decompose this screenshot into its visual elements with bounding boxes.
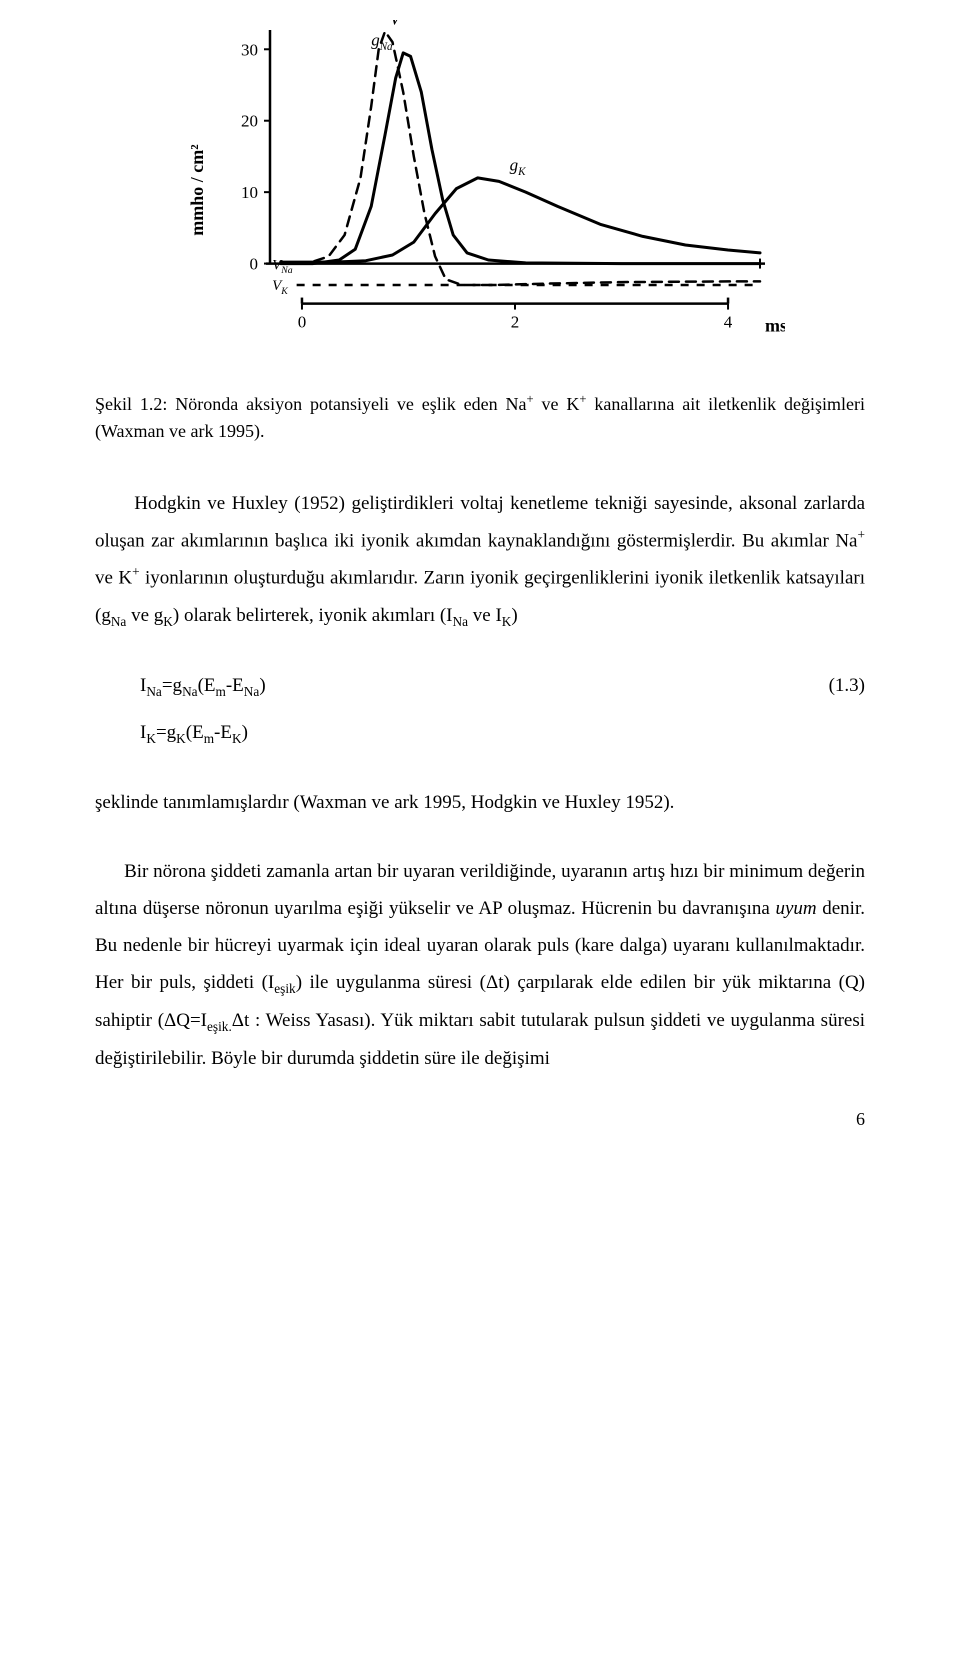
paragraph-2: şeklinde tanımlamışlardır (Waxman ve ark… xyxy=(95,784,865,821)
svg-text:ms: ms xyxy=(765,316,785,336)
p1-t5: ) olarak belirterek, iyonik akımları (I xyxy=(173,605,453,626)
eq2-esub: K xyxy=(232,731,242,746)
eq2-open: (E xyxy=(186,722,204,743)
equation-1: INa=gNa(Em-ENa) (1.3) xyxy=(95,667,865,705)
svg-text:0: 0 xyxy=(250,255,259,274)
p1-t2: ve K xyxy=(95,568,132,589)
conductance-chart: 0 10 20 30 mmho / cm² 0 2 4 ms VgNa gK VNa VK xyxy=(175,20,785,360)
svg-text:0: 0 xyxy=(298,313,307,332)
svg-text:20: 20 xyxy=(241,112,258,131)
svg-text:2: 2 xyxy=(511,313,520,332)
eq2-expr: IK=gK(Em-EK) xyxy=(140,714,248,752)
eq2-Isub: K xyxy=(146,731,156,746)
p1-t1: Hodgkin ve Huxley (1952) geliştirdikleri… xyxy=(95,493,865,551)
sub-k: K xyxy=(502,614,512,629)
sub-esik: eşik xyxy=(207,1019,228,1034)
p3-italic: uyum xyxy=(775,898,816,919)
eq1-esub: Na xyxy=(244,683,260,698)
caption-prefix: Şekil 1.2: xyxy=(95,394,167,414)
svg-text:VNa: VNa xyxy=(272,257,293,276)
sup-plus: + xyxy=(527,392,534,406)
eq1-expr: INa=gNa(Em-ENa) xyxy=(140,667,266,705)
svg-text:4: 4 xyxy=(724,313,733,332)
svg-text:VK: VK xyxy=(272,278,288,297)
eq2-gsub: K xyxy=(176,731,186,746)
eq1-minus: -E xyxy=(226,675,244,696)
figure-caption: Şekil 1.2: Nöronda aksiyon potansiyeli v… xyxy=(95,390,865,445)
sup-plus: + xyxy=(579,392,586,406)
sub-k: K xyxy=(163,614,173,629)
svg-text:gNa: gNa xyxy=(371,31,393,53)
p1-t7: ) xyxy=(511,605,517,626)
eq2-eq: =g xyxy=(156,722,176,743)
eq2-close: ) xyxy=(242,722,248,743)
caption-text-a: Nöronda aksiyon potansiyeli ve eşlik ede… xyxy=(167,394,526,414)
eq1-msub: m xyxy=(216,683,226,698)
eq1-Isub: Na xyxy=(146,683,162,698)
eq1-gsub: Na xyxy=(182,683,198,698)
svg-text:mmho / cm²: mmho / cm² xyxy=(187,144,207,235)
chart-svg: 0 10 20 30 mmho / cm² 0 2 4 ms VgNa gK VNa VK xyxy=(175,20,785,360)
eq2-msub: m xyxy=(204,731,214,746)
p1-t4: ve g xyxy=(126,605,163,626)
svg-text:V: V xyxy=(389,20,403,29)
page-number: 6 xyxy=(95,1109,865,1130)
p2-text: şeklinde tanımlamışlardır (Waxman ve ark… xyxy=(95,792,674,813)
svg-text:30: 30 xyxy=(241,40,258,59)
sup-plus: + xyxy=(858,527,866,542)
eq2-minus: -E xyxy=(214,722,232,743)
eq1-open: (E xyxy=(198,675,216,696)
eq1-close: ) xyxy=(259,675,265,696)
svg-text:10: 10 xyxy=(241,183,258,202)
caption-text-b: ve K xyxy=(534,394,580,414)
sup-plus: + xyxy=(132,564,140,579)
sub-esik: eşik xyxy=(274,981,295,996)
p1-t6: ve I xyxy=(468,605,502,626)
eq1-eq: =g xyxy=(162,675,182,696)
eq1-number: (1.3) xyxy=(829,667,865,704)
equation-2: IK=gK(Em-EK) xyxy=(95,714,865,752)
paragraph-1: Hodgkin ve Huxley (1952) geliştirdikleri… xyxy=(95,485,865,635)
svg-text:gK: gK xyxy=(510,156,527,178)
p3-t1: Bir nörona şiddeti zamanla artan bir uya… xyxy=(95,861,865,919)
sub-na: Na xyxy=(453,614,469,629)
sub-na: Na xyxy=(111,614,127,629)
paragraph-3: Bir nörona şiddeti zamanla artan bir uya… xyxy=(95,853,865,1077)
